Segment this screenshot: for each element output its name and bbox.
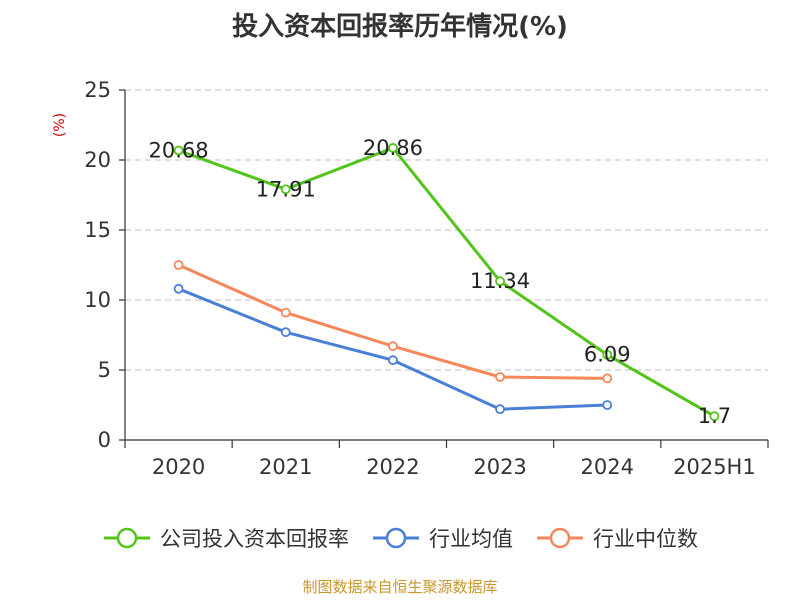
legend-label: 行业中位数 — [593, 527, 698, 551]
data-point-industry_median[interactable] — [495, 372, 505, 382]
x-tick-label: 2020 — [152, 455, 205, 479]
data-point-company[interactable] — [280, 184, 291, 195]
legend-marker-icon — [373, 527, 419, 549]
x-tick-label: 2025H1 — [673, 455, 756, 479]
legend-marker-icon — [537, 527, 583, 549]
x-tick-label: 2024 — [581, 455, 634, 479]
y-tick-label: 25 — [84, 78, 111, 102]
data-point-company[interactable] — [388, 143, 398, 153]
data-point-industry_median[interactable] — [602, 373, 613, 384]
data-label: 11.34 — [470, 269, 530, 293]
legend-item-industry_median[interactable]: 行业中位数 — [535, 523, 698, 553]
legend-marker-icon — [104, 527, 150, 549]
data-label: 6.09 — [584, 343, 631, 367]
legend-label: 行业均值 — [429, 527, 513, 551]
data-point-company[interactable] — [602, 349, 613, 360]
data-point-industry_median[interactable] — [173, 260, 184, 270]
data-point-industry_median[interactable] — [280, 307, 291, 318]
x-tick-label: 2022 — [366, 455, 419, 479]
data-point-industry_avg[interactable] — [388, 355, 398, 366]
data-point-industry_avg[interactable] — [280, 327, 291, 338]
y-tick-label: 15 — [84, 218, 111, 242]
legend: 公司投入资本回报率 行业均值 行业中位数 — [0, 518, 800, 558]
data-point-industry_median[interactable] — [388, 341, 398, 352]
y-tick-label: 10 — [84, 288, 111, 312]
data-point-company[interactable] — [173, 145, 184, 156]
grid-lines — [125, 89, 768, 371]
axes: 0 5 10 15 20 25 2020 2021 2022 2023 2024 2025H1 (%) — [52, 78, 769, 479]
y-axis-label: (%) — [52, 113, 68, 137]
data-labels: 20.68 17.91 20.86 11.34 6.09 1.7 — [149, 136, 732, 428]
x-tick-label: 2023 — [473, 455, 526, 479]
legend-item-company[interactable]: 公司投入资本回报率 — [102, 523, 349, 553]
data-label: 1.7 — [698, 404, 731, 428]
chart-title: 投入资本回报率历年情况(%) — [232, 12, 568, 42]
legend-item-industry_avg[interactable]: 行业均值 — [371, 523, 513, 553]
data-point-company[interactable] — [709, 411, 720, 422]
y-tick-label: 20 — [84, 148, 111, 172]
series-lines — [173, 143, 720, 422]
x-tick-label: 2021 — [259, 455, 312, 479]
data-label: 20.86 — [363, 136, 423, 160]
data-point-industry_avg[interactable] — [173, 283, 184, 294]
series-line-company — [178, 146, 716, 418]
y-tick-label: 0 — [98, 428, 111, 452]
data-source-note: 制图数据来自恒生聚源数据库 — [302, 578, 498, 596]
data-point-company[interactable] — [495, 276, 505, 287]
data-label: 20.68 — [149, 138, 209, 162]
data-point-industry_avg[interactable] — [495, 404, 505, 415]
y-tick-label: 5 — [98, 358, 111, 382]
data-label: 17.91 — [256, 177, 316, 201]
legend-label: 公司投入资本回报率 — [160, 527, 349, 551]
data-point-industry_avg[interactable] — [602, 400, 613, 410]
